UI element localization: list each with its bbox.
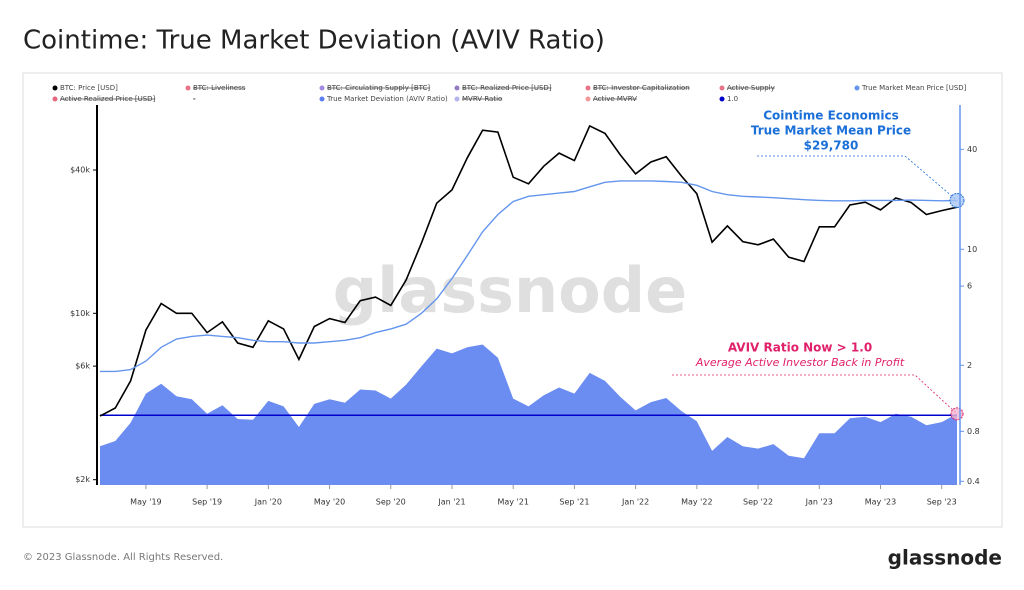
annotation: AVIV Ratio Now > 1.0 xyxy=(728,341,872,355)
legend-marker xyxy=(854,85,860,91)
legend-marker xyxy=(585,85,591,91)
legend-label: Active Realized Price [USD] xyxy=(60,95,156,103)
annotation: Cointime Economics xyxy=(763,109,899,123)
legend-label: - xyxy=(193,95,196,103)
y-tick-label: $10k xyxy=(70,309,90,318)
annotation: True Market Mean Price xyxy=(751,124,911,138)
chart-title: Cointime: True Market Deviation (AVIV Ra… xyxy=(23,26,605,56)
end-marker xyxy=(949,192,965,208)
x-tick-label: Sep '19 xyxy=(192,498,222,507)
legend-label: BTC: Investor Capitalization xyxy=(593,84,690,92)
x-tick-label: Jan '22 xyxy=(621,498,649,507)
x-tick-label: Jan '20 xyxy=(254,498,282,507)
y-tick-label: $40k xyxy=(70,165,90,174)
legend-marker xyxy=(585,96,591,102)
legend-marker xyxy=(185,85,191,91)
y2-tick-label: 10 xyxy=(967,245,977,254)
y2-tick-label: 0.8 xyxy=(967,427,980,436)
x-tick-label: Sep '23 xyxy=(927,498,957,507)
x-tick-label: May '23 xyxy=(865,498,896,507)
x-tick-label: May '21 xyxy=(497,498,528,507)
legend-label: 1.0 xyxy=(727,95,738,103)
x-tick-label: May '22 xyxy=(681,498,712,507)
legend-label: True Market Mean Price [USD] xyxy=(861,84,967,92)
leader-line xyxy=(757,155,958,201)
y2-tick-label: 0.4 xyxy=(967,477,980,486)
legend-label: True Market Deviation (AVIV Ratio) xyxy=(326,95,448,103)
x-tick-label: May '20 xyxy=(314,498,345,507)
x-tick-label: May '19 xyxy=(130,498,161,507)
series-line xyxy=(100,180,958,373)
x-tick-label: Sep '21 xyxy=(559,498,589,507)
legend-marker xyxy=(52,96,58,102)
x-tick-label: Sep '20 xyxy=(376,498,406,507)
legend-label: BTC: Circulating Supply [BTC] xyxy=(327,84,430,92)
y-tick-label: $6k xyxy=(75,362,90,371)
y2-tick-label: 2 xyxy=(967,361,972,370)
y-tick-label: $2k xyxy=(75,475,90,484)
x-tick-label: Jan '23 xyxy=(805,498,833,507)
legend-marker xyxy=(719,85,725,91)
legend-label: BTC: Price [USD] xyxy=(60,84,118,92)
legend-marker xyxy=(719,96,725,102)
annotation: Average Active Investor Back in Profit xyxy=(695,356,905,369)
watermark: glassnode xyxy=(333,254,687,327)
legend-label: MVRV Ratio xyxy=(462,95,502,103)
legend-label: BTC: Realized Price [USD] xyxy=(462,84,552,92)
legend-marker xyxy=(319,96,325,102)
legend-marker xyxy=(52,85,58,91)
copyright: © 2023 Glassnode. All Rights Reserved. xyxy=(23,552,223,563)
plot-area: $2k $6k $10k $40k 0.4 0.8 2 6 10 40 May '19 Sep '19… xyxy=(52,84,980,507)
annotation: $29,780 xyxy=(804,139,859,153)
logo: glassnode xyxy=(888,546,1002,570)
legend-marker xyxy=(454,96,460,102)
y2-tick-label: 6 xyxy=(967,282,972,291)
end-marker xyxy=(950,407,964,421)
series-line xyxy=(99,124,958,417)
legend-label: Active MVRV xyxy=(593,95,637,103)
legend-marker xyxy=(454,85,460,91)
leader-line xyxy=(672,374,958,415)
legend-marker xyxy=(319,85,325,91)
y2-tick-label: 40 xyxy=(967,145,977,154)
legend-label: BTC: Liveliness xyxy=(193,84,246,92)
legend-label: Active Supply xyxy=(727,84,775,92)
x-tick-label: Sep '22 xyxy=(743,498,773,507)
x-tick-label: Jan '21 xyxy=(437,498,465,507)
